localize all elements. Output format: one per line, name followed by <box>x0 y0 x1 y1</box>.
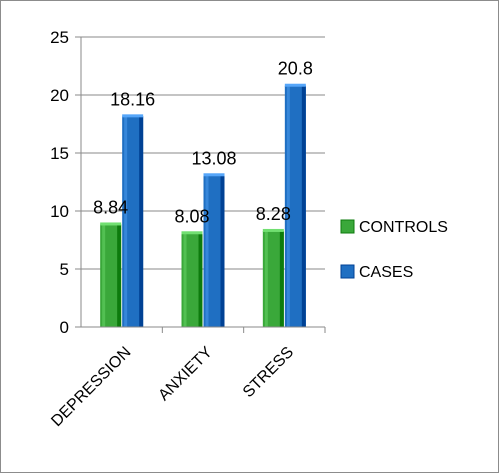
y-tick-label: 5 <box>60 260 69 279</box>
bar-highlight <box>183 233 187 327</box>
x-category-label: STRESS <box>240 344 297 401</box>
y-tick-label: 10 <box>50 202 69 221</box>
x-category-label: ANXIETY <box>155 344 216 405</box>
y-tick-label: 20 <box>50 86 69 105</box>
bars <box>100 83 306 328</box>
bar-top <box>262 228 284 232</box>
bar-highlight <box>205 175 209 327</box>
y-axis: 0 5 10 15 20 25 <box>50 28 82 337</box>
data-label-controls-depression: 8.84 <box>93 197 128 217</box>
bar-cases-depression <box>122 116 144 328</box>
x-category-label: DEPRESSION <box>48 344 134 430</box>
bar-controls-stress <box>262 230 284 327</box>
legend-label-cases: CASES <box>359 264 413 281</box>
bar-top <box>284 83 306 87</box>
bar-shade <box>220 175 225 327</box>
data-label-cases-depression: 18.16 <box>110 89 155 109</box>
data-label-controls-anxiety: 8.08 <box>174 206 209 226</box>
legend-label-controls: CONTROLS <box>359 219 448 236</box>
y-tick-label: 0 <box>60 318 69 337</box>
bar-cases-anxiety <box>203 175 225 327</box>
gridlines <box>81 36 325 270</box>
x-axis: DEPRESSION ANXIETY STRESS <box>48 326 326 430</box>
data-label-cases-anxiety: 13.08 <box>191 148 236 168</box>
legend-swatch-controls <box>340 219 355 234</box>
bar-highlight <box>264 230 268 327</box>
data-labels: 8.84 18.16 8.08 13.08 8.28 20.8 <box>93 59 313 227</box>
y-tick-label: 25 <box>50 28 69 47</box>
bar-shade <box>198 233 203 327</box>
bar-top <box>100 222 122 226</box>
bar-top <box>122 114 144 118</box>
legend: CONTROLS CASES <box>340 219 448 281</box>
bar-shade <box>301 85 306 327</box>
data-label-cases-stress: 20.8 <box>278 59 313 79</box>
bar-highlight <box>124 116 128 328</box>
y-tick-label: 15 <box>50 144 69 163</box>
bar-top <box>203 173 225 177</box>
bar-top <box>181 231 203 235</box>
bar-shade <box>139 116 144 328</box>
bar-shade <box>279 230 284 327</box>
bar-controls-depression <box>100 224 122 327</box>
bar-highlight <box>102 224 106 327</box>
data-label-controls-stress: 8.28 <box>256 204 291 224</box>
legend-swatch-cases <box>340 264 355 279</box>
bar-highlight <box>286 85 290 327</box>
bar-controls-anxiety <box>181 233 203 327</box>
bar-cases-stress <box>284 85 306 327</box>
bar-shade <box>117 224 122 327</box>
